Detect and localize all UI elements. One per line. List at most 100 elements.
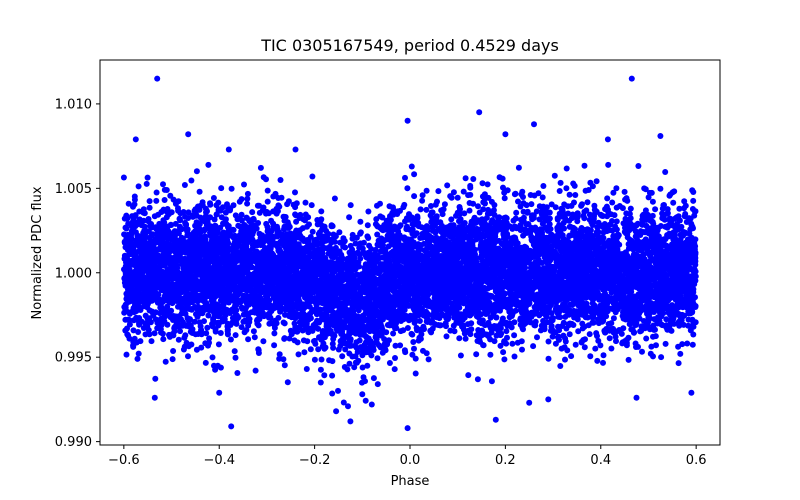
data-point [412,355,419,362]
data-point [201,226,208,233]
data-point [595,337,602,344]
data-point [146,204,153,211]
data-point [584,199,591,206]
data-point [252,367,259,374]
data-point [620,325,627,332]
data-point [582,187,589,194]
data-point [621,188,628,195]
data-point [218,214,225,221]
data-point [562,356,568,363]
data-point [145,218,152,225]
data-point [639,348,645,355]
data-point [245,336,252,343]
data-point [561,201,568,208]
data-point [546,225,553,232]
data-point [135,350,142,357]
data-point [244,190,251,197]
data-point [675,360,682,367]
data-point [685,322,692,329]
data-point [589,183,596,190]
data-point [592,345,599,352]
data-point [307,346,314,353]
data-point [379,214,386,221]
data-point [144,174,151,181]
data-point [160,336,167,343]
data-point [500,349,507,356]
data-point [513,209,520,216]
data-point [485,194,492,201]
data-point [466,207,473,214]
data-point [124,260,130,267]
data-point [136,208,143,215]
data-point [397,328,404,335]
data-point [468,326,475,333]
data-point [613,218,620,225]
scatter-points [120,75,699,432]
data-point [429,325,436,332]
data-point [456,218,462,225]
data-point [176,215,183,222]
data-point [686,230,693,237]
data-point [677,350,684,357]
data-point [680,321,687,328]
data-point [424,311,431,318]
data-point [401,201,408,208]
data-point [611,212,618,219]
data-point [284,379,291,386]
data-point [191,318,198,325]
data-point [515,198,521,205]
data-point [626,321,633,328]
data-point [397,342,404,349]
data-point [635,163,642,169]
data-point [236,287,243,294]
data-point [318,356,325,363]
data-point [404,325,411,331]
data-point [183,339,190,346]
data-point [460,188,467,195]
data-point [584,314,591,321]
data-point [306,303,313,310]
data-point [626,210,633,217]
data-point [373,216,380,223]
data-point [625,356,632,363]
data-point [483,214,490,221]
data-point [681,198,688,205]
data-point [271,330,278,337]
data-point [305,214,312,221]
data-point [170,348,177,354]
data-point [511,319,518,326]
data-point [143,180,150,187]
data-point [411,319,418,326]
data-point [264,198,271,205]
data-point [578,202,585,209]
data-point [274,223,280,230]
data-point [563,165,570,172]
data-point [450,322,457,329]
data-point [392,342,399,349]
data-point [232,354,239,361]
data-point [448,216,455,223]
data-point [519,346,525,353]
data-point [331,195,338,202]
data-point [664,206,671,213]
data-point [170,196,177,203]
data-point [613,185,620,192]
data-point [365,208,372,215]
data-point [443,323,449,330]
data-point [443,333,450,340]
data-point [123,225,130,232]
data-point [540,183,547,189]
data-point [309,173,316,180]
data-point [342,346,349,353]
data-point [488,198,495,205]
data-point [500,184,506,191]
data-point [604,195,611,202]
data-point [503,328,510,335]
data-point [210,195,217,201]
data-point [566,331,573,338]
data-point [581,344,588,351]
data-point [501,195,508,202]
data-point [374,231,381,238]
data-point [134,355,141,362]
